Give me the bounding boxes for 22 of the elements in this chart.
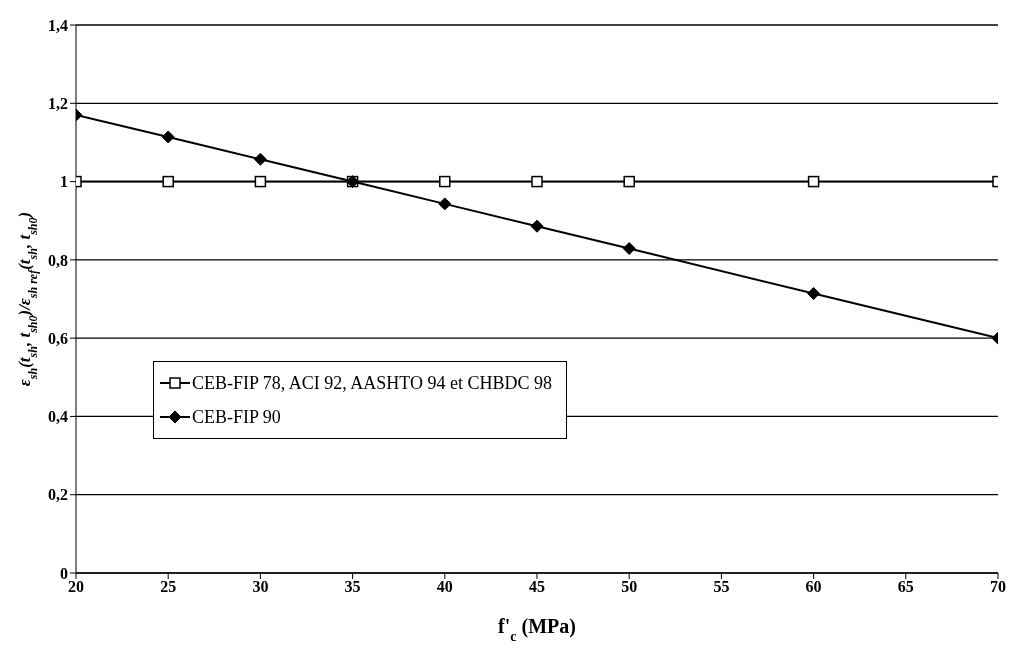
- y-tick-label: 1,2: [48, 94, 68, 112]
- x-tick-label: 45: [529, 578, 545, 596]
- y-tick-label: 0,6: [48, 329, 68, 347]
- y-tick-label: 0,8: [48, 251, 68, 269]
- x-tick-label: 50: [621, 578, 638, 596]
- y-tick-label: 0,2: [48, 486, 68, 504]
- legend-label: CEB-FIP 90: [192, 406, 281, 428]
- x-tick-label: 60: [805, 578, 822, 596]
- y-tick-label: 0,4: [48, 408, 68, 426]
- y-tick-label: 1: [60, 173, 68, 191]
- y-tick-label: 1,4: [48, 16, 68, 34]
- y-tick-label: 0: [60, 564, 68, 582]
- legend-label: CEB-FIP 78, ACI 92, AASHTO 94 et CHBDC 98: [192, 372, 553, 394]
- x-tick-label: 35: [344, 578, 361, 596]
- x-tick-label: 30: [252, 578, 269, 596]
- x-axis-title: f'$_{c}$ (MPa): [498, 615, 576, 644]
- x-tick-label: 55: [713, 578, 730, 596]
- x-tick-label: 70: [990, 578, 1006, 596]
- x-tick-label: 25: [160, 578, 177, 596]
- x-tick-label: 40: [436, 578, 453, 596]
- x-tick-label: 65: [897, 578, 914, 596]
- x-tick-label: 20: [68, 578, 84, 596]
